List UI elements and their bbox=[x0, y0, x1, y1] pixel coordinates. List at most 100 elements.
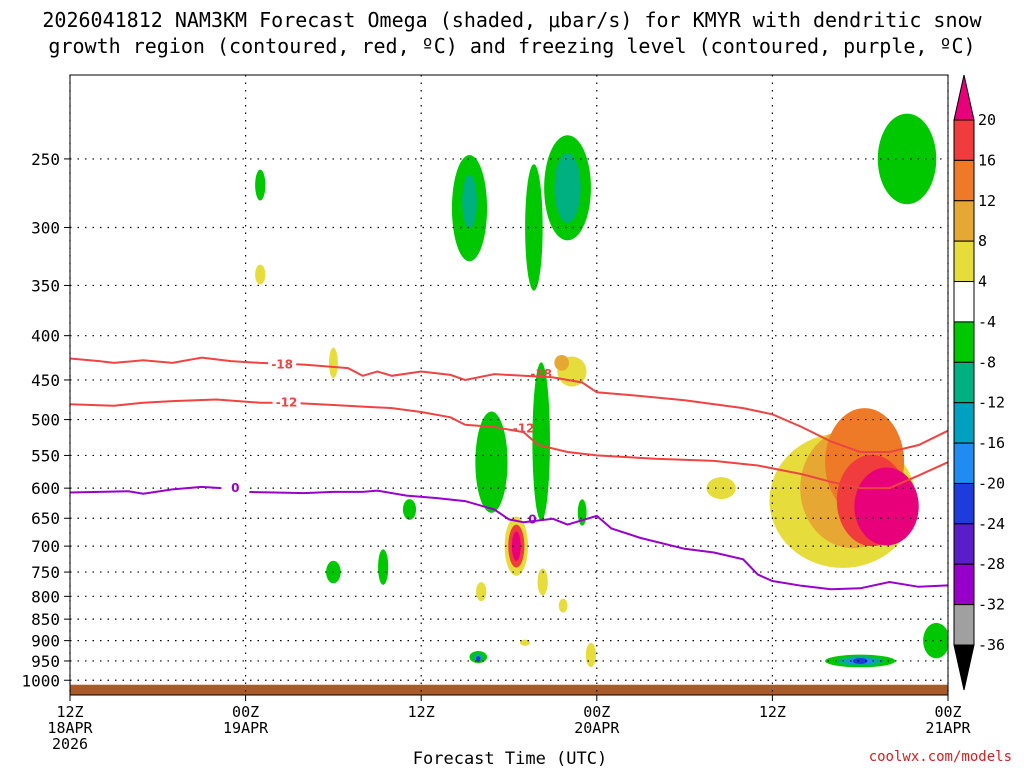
colorbar-segment-3 bbox=[953, 200, 975, 242]
contour-label-0: -18 bbox=[271, 358, 293, 372]
terrain-band bbox=[70, 684, 948, 695]
terrain-fill bbox=[70, 684, 948, 695]
colorbar-segment-8 bbox=[953, 402, 975, 444]
colorbar-segment-5 bbox=[953, 281, 975, 323]
colorbar-label-9: -20 bbox=[978, 474, 1005, 492]
contour-label-bg-0 bbox=[268, 356, 297, 371]
contour-label-bg-1 bbox=[272, 394, 301, 409]
colorbar-label-7: -12 bbox=[978, 394, 1005, 412]
colorbar-label-0: 20 bbox=[978, 111, 996, 129]
colorbar-segment-13 bbox=[953, 604, 975, 646]
x-tick-label-1-1: 19APR bbox=[223, 719, 269, 737]
omega-region-23 bbox=[558, 598, 568, 613]
y-tick-label-700: 700 bbox=[31, 537, 60, 556]
colorbar-segment-7 bbox=[953, 361, 975, 404]
y-tick-label-400: 400 bbox=[31, 327, 60, 346]
colorbar-label-4: 4 bbox=[978, 273, 987, 291]
colorbar-label-5: -4 bbox=[978, 313, 996, 331]
contour-0 bbox=[69, 356, 949, 453]
x-tick-label-4-0: 12Z bbox=[759, 703, 786, 721]
x-axis-label: Forecast Time (UTC) bbox=[413, 749, 607, 768]
title: 2026041812 NAM3KM Forecast Omega (shaded… bbox=[42, 8, 982, 58]
y-tick-label-600: 600 bbox=[31, 479, 60, 498]
contour-annotation-0: -18 bbox=[530, 367, 552, 381]
y-tick-label-300: 300 bbox=[31, 218, 60, 237]
omega-region-18 bbox=[476, 582, 487, 602]
omega-region-7 bbox=[462, 174, 477, 229]
y-tick-label-350: 350 bbox=[31, 276, 60, 295]
omega-region-38 bbox=[923, 622, 948, 659]
credit-text: coolwx.com/models bbox=[869, 749, 1012, 765]
contour-label-bg-2 bbox=[221, 480, 250, 495]
colorbar-segment-4 bbox=[953, 240, 975, 283]
contour-2 bbox=[69, 485, 949, 591]
colorbar-label-10: -24 bbox=[978, 515, 1005, 533]
omega-shading bbox=[255, 113, 948, 668]
colorbar-label-6: -8 bbox=[978, 353, 996, 371]
omega-region-4 bbox=[378, 549, 389, 585]
colorbar-segment-12 bbox=[953, 563, 975, 606]
y-tick-label-850: 850 bbox=[31, 610, 60, 629]
colorbar: 20 16 12 8 4 -4 -8 -12 -16 -20 -24 -28 -32 -36 bbox=[953, 74, 1005, 691]
omega-region-21 bbox=[476, 655, 481, 662]
contour-label-1: -12 bbox=[276, 396, 298, 410]
colorbar-label-3: 8 bbox=[978, 232, 987, 250]
omega-region-9 bbox=[525, 164, 543, 291]
omega-region-5 bbox=[402, 499, 417, 520]
colorbar-label-13: -36 bbox=[978, 636, 1005, 654]
x-tick-label-5-1: 21APR bbox=[925, 719, 971, 737]
omega-region-14 bbox=[554, 354, 569, 371]
colorbar-segment-6 bbox=[953, 321, 975, 363]
y-tick-label-500: 500 bbox=[31, 411, 60, 430]
y-tick-label-900: 900 bbox=[31, 632, 60, 651]
omega-region-25 bbox=[585, 642, 597, 668]
contours: -18 -12 0 -18 -12 0 bbox=[69, 356, 949, 591]
x-tick-label-5-0: 00Z bbox=[934, 703, 961, 721]
y-tick-label-950: 950 bbox=[31, 652, 60, 671]
grid bbox=[69, 75, 949, 695]
omega-region-32 bbox=[854, 467, 919, 546]
x-tick-label-0-0: 12Z bbox=[56, 703, 83, 721]
contour-1 bbox=[69, 398, 949, 490]
omega-region-1 bbox=[255, 264, 266, 285]
colorbar-bottom-arrow bbox=[953, 644, 975, 691]
omega-region-12 bbox=[554, 152, 581, 223]
colorbar-label-12: -32 bbox=[978, 596, 1005, 614]
colorbar-top-arrow bbox=[953, 74, 975, 121]
omega-region-17 bbox=[511, 531, 521, 561]
omega-region-0 bbox=[255, 169, 266, 201]
x-tick-label-3-1: 20APR bbox=[574, 719, 620, 737]
y-tick-label-800: 800 bbox=[31, 587, 60, 606]
colorbar-label-8: -16 bbox=[978, 434, 1005, 452]
omega-region-10 bbox=[532, 362, 550, 521]
colorbar-label-1: 16 bbox=[978, 151, 996, 169]
title-line-1: 2026041812 NAM3KM Forecast Omega (shaded… bbox=[42, 8, 982, 32]
title-line-2: growth region (contoured, red, ºC) and f… bbox=[48, 34, 975, 58]
colorbar-label-2: 12 bbox=[978, 192, 996, 210]
y-axis-ticks: 250 300 350 400 450 500 550 600 650 700 750 800 850 9… bbox=[21, 150, 70, 690]
colorbar-segment-1 bbox=[953, 119, 975, 161]
colorbar-segment-11 bbox=[953, 523, 975, 565]
y-tick-label-250: 250 bbox=[31, 150, 60, 169]
omega-region-33 bbox=[877, 113, 937, 205]
plot-frame bbox=[69, 74, 949, 696]
omega-region-22 bbox=[537, 568, 548, 596]
x-tick-label-0-1: 18APR bbox=[47, 719, 93, 737]
y-tick-label-550: 550 bbox=[31, 446, 60, 465]
contour-annotation-1: -12 bbox=[513, 422, 535, 436]
y-tick-label-650: 650 bbox=[31, 509, 60, 528]
colorbar-segment-9 bbox=[953, 442, 975, 484]
y-tick-label-450: 450 bbox=[31, 371, 60, 390]
colorbar-segment-10 bbox=[953, 482, 975, 525]
y-tick-label-750: 750 bbox=[31, 563, 60, 582]
omega-region-8 bbox=[475, 411, 508, 513]
x-tick-label-1-0: 00Z bbox=[232, 703, 259, 721]
omega-region-2 bbox=[329, 347, 338, 379]
x-tick-label-0-2: 2026 bbox=[52, 735, 88, 753]
omega-region-27 bbox=[706, 477, 736, 500]
contour-label-2: 0 bbox=[231, 481, 239, 495]
contour-annotation-2: 0 bbox=[528, 512, 536, 526]
x-tick-label-2-0: 12Z bbox=[408, 703, 435, 721]
